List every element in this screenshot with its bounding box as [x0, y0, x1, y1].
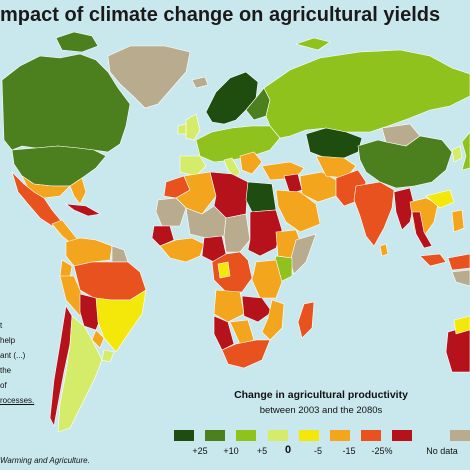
- region-colombia-venezuela: [65, 237, 113, 267]
- left-note-line: t: [0, 321, 3, 330]
- legend-swatch: [450, 430, 470, 441]
- legend-swatch: [268, 430, 288, 441]
- region-zambia: [241, 295, 273, 323]
- region-brazil-south: [95, 289, 147, 353]
- region-ireland: [177, 123, 187, 135]
- legend-title: Change in agricultural productivity: [234, 389, 408, 401]
- region-arabia: [275, 189, 321, 233]
- region-tanzania: [251, 259, 283, 299]
- region-sri-lanka: [379, 243, 389, 257]
- region-indonesia: [419, 253, 470, 271]
- region-west-africa-coast: [159, 237, 205, 263]
- region-canada: [1, 53, 131, 153]
- left-note-line: help: [0, 336, 16, 345]
- region-balkans: [239, 151, 263, 175]
- legend-subtitle: between 2003 and the 2080s: [259, 405, 383, 416]
- region-china: [357, 135, 453, 189]
- region-korea: [451, 145, 463, 163]
- region-japan: [461, 131, 470, 171]
- region-new-guinea: [451, 269, 470, 287]
- region-bangladesh-myanmar: [393, 187, 415, 231]
- region-madagascar: [297, 301, 315, 339]
- source-note: Warming and Agriculture.: [0, 456, 90, 465]
- region-west-europe: [195, 125, 281, 163]
- region-russia-islands: [294, 37, 331, 51]
- legend-swatch: [174, 430, 194, 441]
- region-west-sahara: [155, 197, 187, 227]
- region-kazakhstan: [305, 127, 363, 159]
- region-australia-north: [453, 315, 470, 335]
- region-india: [353, 181, 395, 247]
- region-greenland: [107, 45, 191, 109]
- left-note-line: ant (...): [0, 351, 26, 360]
- legend-swatch: [236, 430, 256, 441]
- left-note-line: the: [0, 366, 12, 375]
- legend-label: +10: [223, 446, 239, 456]
- region-angola: [213, 289, 245, 323]
- legend-label: No data: [426, 446, 458, 456]
- region-central-asia: [315, 155, 357, 179]
- region-philippines: [451, 209, 465, 233]
- region-senegal: [151, 225, 175, 247]
- region-spain: [179, 155, 207, 177]
- legend: +25 +10 +5 0 -5 -15 -25% No data: [172, 430, 470, 460]
- legend-swatch: [392, 430, 412, 441]
- region-iraq: [283, 173, 303, 195]
- region-thailand: [411, 211, 433, 249]
- region-cuba: [64, 203, 101, 217]
- region-botswana: [229, 319, 255, 345]
- region-paraguay: [91, 329, 105, 349]
- legend-label: -5: [313, 446, 322, 456]
- region-argentina: [57, 315, 103, 433]
- region-vietnam: [425, 189, 455, 209]
- legend-swatch: [205, 430, 225, 441]
- left-note: t help ant (...) the of rocesses.: [0, 318, 48, 408]
- legend-label: -15: [342, 446, 356, 456]
- region-iceland: [191, 76, 209, 89]
- region-russia: [263, 49, 470, 139]
- map-title: mpact of climate change on agricultural …: [0, 4, 441, 26]
- legend-label: -25%: [371, 446, 393, 456]
- left-note-line: rocesses.: [0, 396, 35, 405]
- legend-label: +25: [192, 446, 208, 456]
- region-uruguay: [101, 349, 115, 363]
- region-namibia: [213, 315, 235, 351]
- left-note-line: of: [0, 381, 7, 390]
- region-uk: [185, 113, 201, 141]
- legend-label: +5: [256, 446, 268, 456]
- legend-swatch: [330, 430, 350, 441]
- legend-swatch: [299, 430, 319, 441]
- region-florida: [69, 177, 87, 205]
- legend-label: 0: [284, 444, 292, 456]
- region-italy: [223, 157, 241, 179]
- region-cameroon: [217, 261, 231, 279]
- region-egypt: [245, 181, 277, 213]
- legend-swatch: [361, 430, 381, 441]
- region-sudan: [247, 209, 283, 257]
- region-canada-islands: [55, 31, 99, 53]
- region-central-africa: [211, 251, 253, 293]
- region-south-africa: [221, 339, 271, 369]
